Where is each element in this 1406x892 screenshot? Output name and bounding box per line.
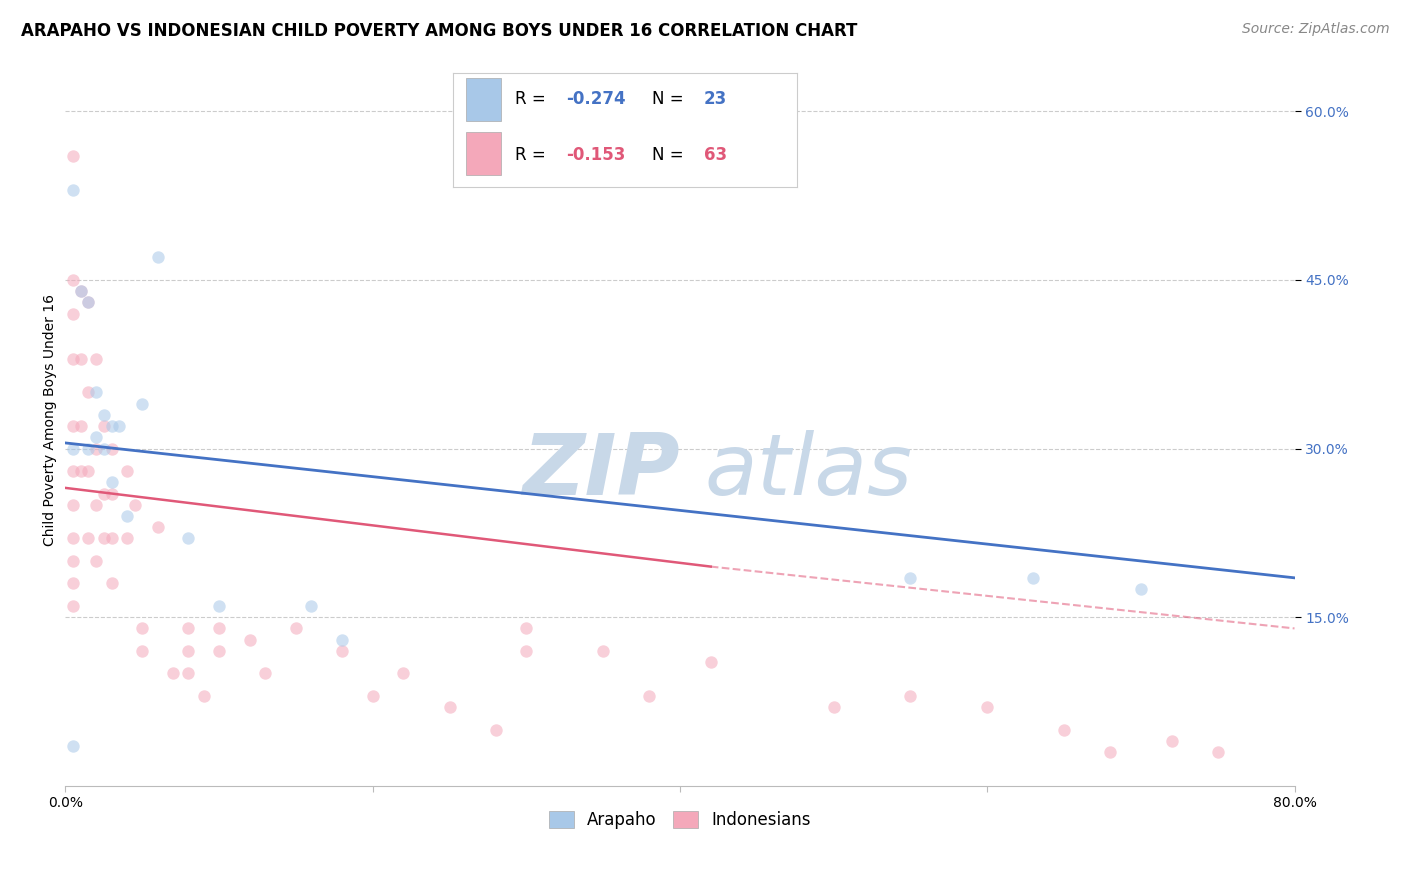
Point (100, 442, 122, 456)
Point (208, 622, 231, 636)
Point (208, 644, 231, 658)
Point (69, 351, 91, 366)
Point (239, 632, 262, 647)
Text: atlas: atlas (704, 430, 912, 513)
Point (69, 464, 91, 478)
Point (62, 183, 84, 197)
Text: Source: ZipAtlas.com: Source: ZipAtlas.com (1241, 22, 1389, 37)
Point (162, 666, 184, 681)
Y-axis label: Child Poverty Among Boys Under 16: Child Poverty Among Boys Under 16 (44, 294, 58, 547)
Point (100, 419, 122, 434)
Point (1022, 571, 1045, 585)
Point (638, 689, 661, 703)
Point (93, 532, 115, 546)
Point (1053, 723, 1076, 737)
Legend: Arapaho, Indonesians: Arapaho, Indonesians (543, 805, 818, 836)
Point (177, 622, 200, 636)
Point (77, 464, 100, 478)
Point (84, 442, 107, 456)
Point (193, 689, 215, 703)
Point (100, 576, 122, 591)
Point (392, 666, 415, 681)
Point (62, 307, 84, 321)
Point (62, 739, 84, 754)
Point (131, 622, 153, 636)
Point (177, 666, 200, 681)
Point (254, 666, 277, 681)
Point (77, 385, 100, 400)
Point (69, 284, 91, 298)
Text: ARAPAHO VS INDONESIAN CHILD POVERTY AMONG BOYS UNDER 16 CORRELATION CHART: ARAPAHO VS INDONESIAN CHILD POVERTY AMON… (21, 22, 858, 40)
Point (62, 599, 84, 613)
Point (131, 644, 153, 658)
Point (361, 689, 384, 703)
Point (330, 632, 353, 647)
Point (62, 442, 84, 456)
Point (62, 351, 84, 366)
Point (177, 644, 200, 658)
Point (62, 498, 84, 512)
Point (84, 351, 107, 366)
Point (62, 464, 84, 478)
Point (84, 554, 107, 568)
Point (77, 532, 100, 546)
Point (115, 508, 138, 523)
Point (146, 251, 169, 265)
Point (115, 464, 138, 478)
Point (485, 723, 508, 737)
Point (299, 599, 322, 613)
Point (93, 442, 115, 456)
Point (1206, 745, 1229, 759)
Point (976, 700, 998, 714)
Point (208, 599, 231, 613)
Point (330, 644, 353, 658)
Point (1099, 745, 1122, 759)
Point (823, 700, 845, 714)
Point (131, 396, 153, 410)
Point (115, 532, 138, 546)
Point (77, 442, 100, 456)
Point (69, 284, 91, 298)
Point (900, 689, 922, 703)
Point (515, 622, 537, 636)
Point (146, 520, 169, 534)
Point (108, 419, 131, 434)
Point (62, 149, 84, 163)
Point (84, 430, 107, 444)
Point (124, 498, 146, 512)
Point (284, 622, 307, 636)
Point (699, 655, 721, 669)
Point (93, 419, 115, 434)
Point (77, 295, 100, 310)
Point (62, 576, 84, 591)
Point (439, 700, 461, 714)
Point (1129, 582, 1152, 596)
Point (62, 554, 84, 568)
Point (1160, 734, 1182, 748)
Point (84, 385, 107, 400)
Point (900, 571, 922, 585)
Point (62, 419, 84, 434)
Point (592, 644, 614, 658)
Point (62, 273, 84, 287)
Text: ZIP: ZIP (523, 430, 681, 513)
Point (100, 475, 122, 490)
Point (69, 419, 91, 434)
Point (93, 408, 115, 422)
Point (100, 532, 122, 546)
Point (177, 532, 200, 546)
Point (84, 498, 107, 512)
Point (77, 295, 100, 310)
Point (100, 486, 122, 500)
Point (93, 486, 115, 500)
Point (62, 532, 84, 546)
Point (515, 644, 537, 658)
